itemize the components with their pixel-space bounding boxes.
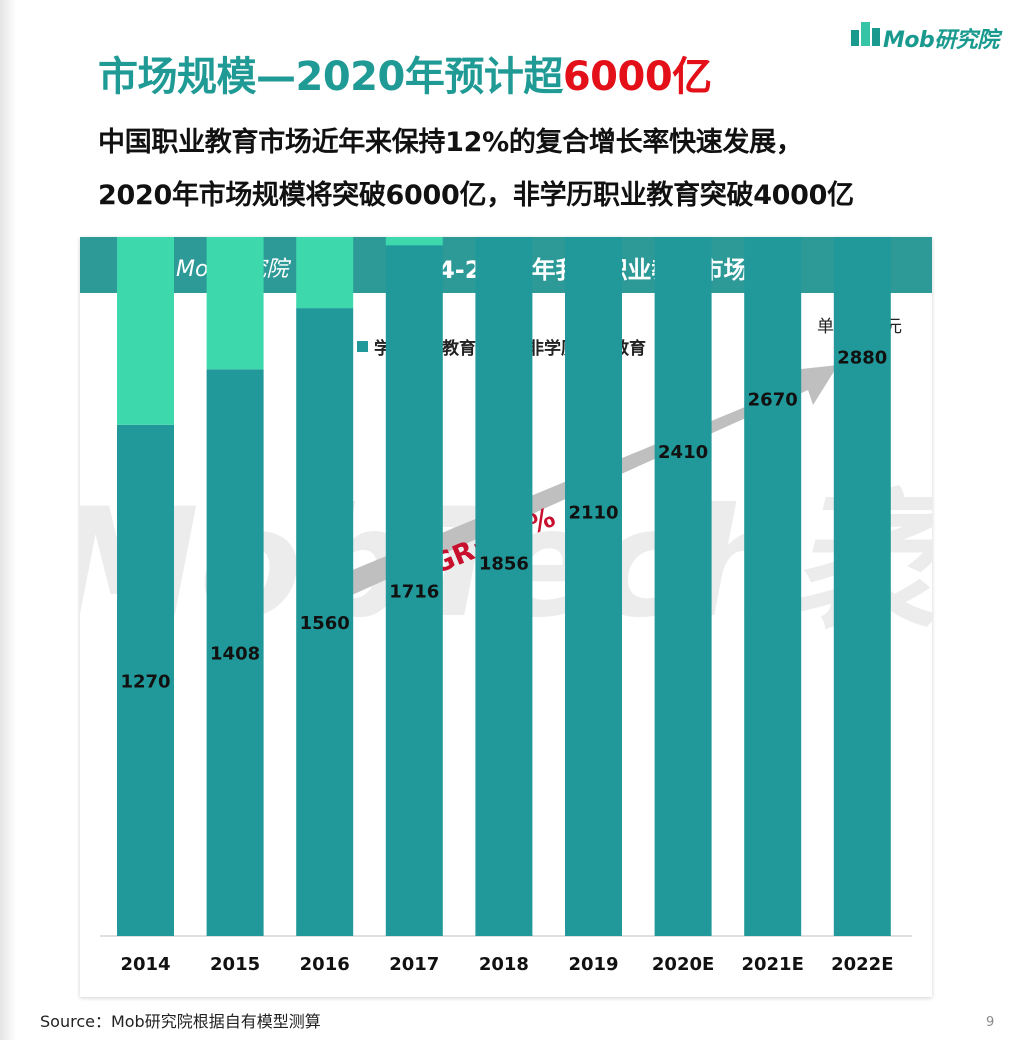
bar-academic-2018 <box>475 237 533 937</box>
subtitle-line-2: 2020年市场规模将突破6000亿，非学历职业教育突破4000亿 <box>98 180 854 211</box>
bar-non-academic-2015 <box>206 237 264 370</box>
x-tick-label-2016: 2016 <box>300 954 350 975</box>
value-label-academic-2020E: 2410 <box>658 442 708 463</box>
legend-swatch-academic <box>357 341 368 352</box>
x-tick-label-2020E: 2020E <box>652 954 714 975</box>
value-label-academic-2021E: 2670 <box>748 390 798 411</box>
bar-academic-2021E <box>744 237 802 937</box>
x-tick-label-2021E: 2021E <box>741 954 803 975</box>
bar-academic-2017 <box>385 245 443 936</box>
value-label-academic-2019: 2110 <box>568 502 618 523</box>
bar-non-academic-2017 <box>385 237 443 246</box>
title-highlight: 6000亿 <box>562 54 712 100</box>
value-label-academic-2017: 1716 <box>389 582 439 603</box>
brand-logo: Mob研究院 <box>850 16 1000 56</box>
title-main: 市场规模—2020年预计超 <box>98 54 563 100</box>
x-tick-label-2014: 2014 <box>120 954 170 975</box>
bar-non-academic-2014 <box>117 237 174 425</box>
x-tick-label-2017: 2017 <box>389 954 439 975</box>
bar-academic-2019 <box>565 237 622 937</box>
source-note: Source：Mob研究院根据自有模型测算 <box>40 1012 321 1031</box>
x-tick-label-2015: 2015 <box>210 954 260 975</box>
x-tick-label-2018: 2018 <box>479 954 529 975</box>
page-edge-shadow <box>0 0 16 1040</box>
value-label-academic-2016: 1560 <box>300 613 350 634</box>
value-label-academic-2014: 1270 <box>120 671 170 692</box>
value-label-academic-2018: 1856 <box>479 553 529 574</box>
value-label-academic-2022E: 2880 <box>837 347 887 368</box>
brand-buildings-icon <box>851 22 880 46</box>
bar-academic-2022E <box>833 237 891 936</box>
subtitle-line-1: 中国职业教育市场近年来保持12%的复合增长率快速发展， <box>98 127 803 158</box>
bar-academic-2016 <box>296 308 354 937</box>
x-tick-label-2019: 2019 <box>568 954 618 975</box>
bar-academic-2015 <box>206 369 264 936</box>
brand-name: Mob研究院 <box>883 28 999 53</box>
bar-chart: MobTech袤博CAGR=12%12702164343420141408212… <box>80 237 932 975</box>
value-label-academic-2015: 1408 <box>210 644 260 665</box>
chart-panel: Mob研究院 2014-2022年我国职业教育市场规模 单位：亿元 学历职业教育… <box>80 237 932 997</box>
page-title: 市场规模—2020年预计超6000亿 <box>98 44 712 102</box>
bar-academic-2014 <box>117 424 174 936</box>
page-number: 9 <box>986 1015 995 1030</box>
x-tick-label-2022E: 2022E <box>831 954 893 975</box>
bar-non-academic-2016 <box>296 237 354 309</box>
bar-academic-2020E <box>654 237 712 937</box>
